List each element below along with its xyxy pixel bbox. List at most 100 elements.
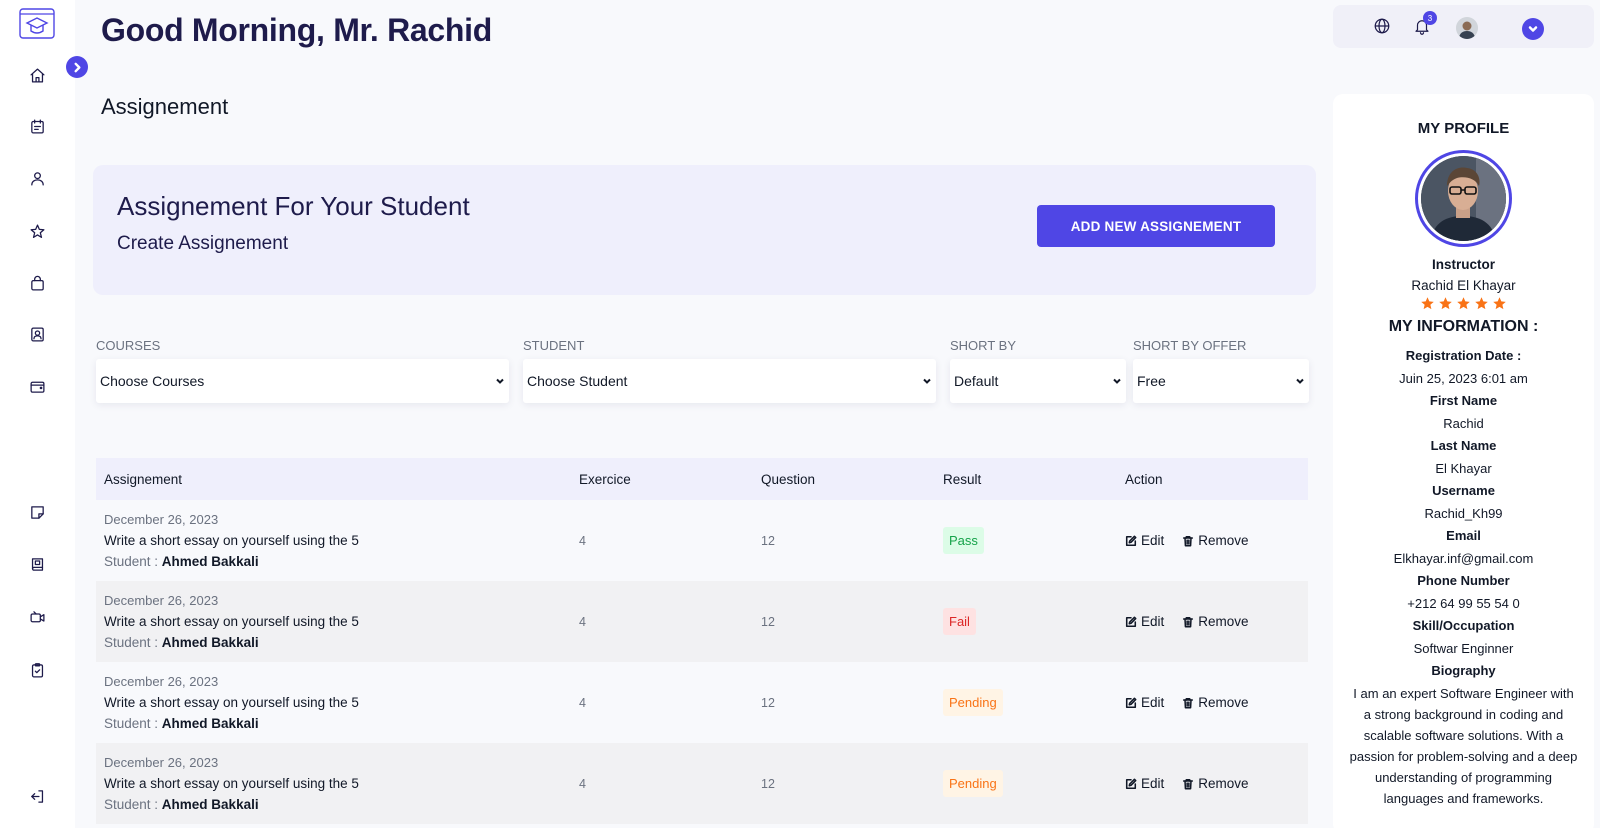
short-by-offer-select[interactable]: Free bbox=[1133, 359, 1309, 403]
edit-label: Edit bbox=[1141, 695, 1165, 710]
exercice-count: 4 bbox=[579, 533, 586, 548]
star-icon[interactable] bbox=[26, 220, 48, 242]
action-cell: Edit Remove bbox=[1125, 533, 1308, 548]
profile-fields: Registration Date : Juin 25, 2023 6:01 a… bbox=[1333, 345, 1594, 809]
star-icon bbox=[1475, 297, 1488, 310]
trash-icon bbox=[1183, 535, 1194, 546]
remove-label: Remove bbox=[1198, 695, 1249, 710]
edit-label: Edit bbox=[1141, 776, 1165, 791]
graduation-cap-logo-icon[interactable] bbox=[19, 8, 55, 40]
assignment-cell: December 26, 2023 Write a short essay on… bbox=[96, 752, 579, 815]
select-value: Choose Courses bbox=[100, 373, 205, 389]
remove-button[interactable]: Remove bbox=[1182, 614, 1249, 629]
field-label: Registration Date : bbox=[1405, 348, 1522, 363]
status-badge: Pending bbox=[943, 689, 1003, 716]
action-cell: Edit Remove bbox=[1125, 695, 1308, 710]
trash-icon bbox=[1183, 616, 1194, 627]
field-value: +212 64 99 55 54 0 bbox=[1407, 595, 1520, 611]
short-by-select[interactable]: Default bbox=[950, 359, 1126, 403]
calendar-icon[interactable] bbox=[26, 115, 48, 137]
add-new-assignment-button[interactable]: ADD NEW ASSIGNEMENT bbox=[1037, 205, 1275, 247]
result-cell: Pass bbox=[943, 527, 1125, 554]
result-cell: Pending bbox=[943, 689, 1125, 716]
home-icon[interactable] bbox=[26, 64, 48, 86]
assignment-student: Student : Ahmed Bakkali bbox=[104, 551, 579, 572]
bell-icon[interactable]: 3 bbox=[1413, 11, 1437, 37]
wallet-icon[interactable] bbox=[26, 375, 48, 397]
profile-role: Instructor bbox=[1431, 257, 1495, 272]
remove-button[interactable]: Remove bbox=[1182, 695, 1249, 710]
assignment-cell: December 26, 2023 Write a short essay on… bbox=[96, 509, 579, 572]
rating-stars bbox=[1333, 296, 1594, 311]
field-label: Email bbox=[1446, 528, 1481, 543]
edit-button[interactable]: Edit bbox=[1125, 695, 1164, 710]
student-label: Student : bbox=[104, 554, 162, 569]
avatar[interactable] bbox=[1456, 17, 1478, 39]
header-exercice: Exercice bbox=[579, 471, 631, 487]
clipboard-check-icon[interactable] bbox=[26, 659, 48, 681]
greeting-title: Good Morning, Mr. Rachid bbox=[101, 12, 493, 48]
edit-button[interactable]: Edit bbox=[1125, 776, 1164, 791]
edit-button[interactable]: Edit bbox=[1125, 533, 1164, 548]
chevron-right-icon bbox=[73, 62, 81, 72]
star-icon bbox=[1457, 297, 1470, 310]
filter-label: STUDENT bbox=[523, 338, 585, 353]
question-count: 12 bbox=[761, 695, 775, 710]
remove-button[interactable]: Remove bbox=[1182, 776, 1249, 791]
user-icon[interactable] bbox=[26, 167, 48, 189]
status-badge: Pending bbox=[943, 770, 1003, 797]
table-row: December 26, 2023 Write a short essay on… bbox=[96, 581, 1308, 662]
globe-icon[interactable] bbox=[1373, 17, 1393, 37]
edit-label: Edit bbox=[1141, 614, 1165, 629]
top-toolbar: 3 bbox=[1333, 5, 1594, 48]
remove-label: Remove bbox=[1198, 533, 1249, 548]
account-dropdown-button[interactable] bbox=[1522, 18, 1544, 40]
sidebar bbox=[0, 0, 75, 828]
question-count: 12 bbox=[761, 614, 775, 629]
profile-heading: MY PROFILE bbox=[1417, 120, 1510, 137]
star-icon bbox=[1493, 297, 1506, 310]
logout-icon[interactable] bbox=[26, 785, 48, 807]
page-title: Assignement bbox=[101, 94, 229, 119]
assignment-title[interactable]: Write a short essay on yourself using th… bbox=[104, 776, 359, 791]
biography-label: Biography bbox=[1431, 663, 1496, 678]
chevron-down-icon bbox=[1296, 378, 1304, 384]
assignment-date: December 26, 2023 bbox=[104, 755, 219, 770]
banner-title: Assignement For Your Student bbox=[117, 191, 470, 221]
note-icon[interactable] bbox=[26, 501, 48, 523]
student-select[interactable]: Choose Student bbox=[523, 359, 936, 403]
header-result: Result bbox=[943, 471, 982, 487]
student-label: Student : bbox=[104, 716, 162, 731]
field-value: Rachid_Kh99 bbox=[1424, 505, 1503, 521]
assignment-date: December 26, 2023 bbox=[104, 512, 219, 527]
edit-icon bbox=[1125, 697, 1137, 708]
star-icon bbox=[1439, 297, 1452, 310]
assignment-student: Student : Ahmed Bakkali bbox=[104, 713, 579, 734]
filter-label: SHORT BY bbox=[950, 338, 1016, 353]
profile-avatar bbox=[1415, 150, 1512, 247]
exercice-count: 4 bbox=[579, 776, 586, 791]
header-action: Action bbox=[1125, 471, 1163, 487]
student-name: Ahmed Bakkali bbox=[161, 797, 259, 812]
table-header: Assignement Exercice Question Result Act… bbox=[96, 458, 1308, 500]
edit-button[interactable]: Edit bbox=[1125, 614, 1164, 629]
remove-button[interactable]: Remove bbox=[1182, 533, 1249, 548]
assignment-title[interactable]: Write a short essay on yourself using th… bbox=[104, 695, 359, 710]
filter-student: STUDENT Choose Student bbox=[523, 338, 936, 403]
select-value: Choose Student bbox=[527, 373, 628, 389]
sidebar-toggle-button[interactable] bbox=[66, 56, 88, 78]
book-icon[interactable] bbox=[26, 553, 48, 575]
field-label: Phone Number bbox=[1417, 573, 1510, 588]
profile-card-icon[interactable] bbox=[26, 323, 48, 345]
student-label: Student : bbox=[104, 797, 162, 812]
chevron-down-icon bbox=[1113, 378, 1121, 384]
table-row: December 26, 2023 Write a short essay on… bbox=[96, 662, 1308, 743]
student-name: Ahmed Bakkali bbox=[161, 635, 259, 650]
chevron-down-icon bbox=[496, 378, 504, 384]
assignment-title[interactable]: Write a short essay on yourself using th… bbox=[104, 533, 359, 548]
student-name: Ahmed Bakkali bbox=[161, 716, 259, 731]
assignment-title[interactable]: Write a short essay on yourself using th… bbox=[104, 614, 359, 629]
shopping-bag-icon[interactable] bbox=[26, 272, 48, 294]
courses-select[interactable]: Choose Courses bbox=[96, 359, 509, 403]
video-icon[interactable] bbox=[26, 606, 48, 628]
